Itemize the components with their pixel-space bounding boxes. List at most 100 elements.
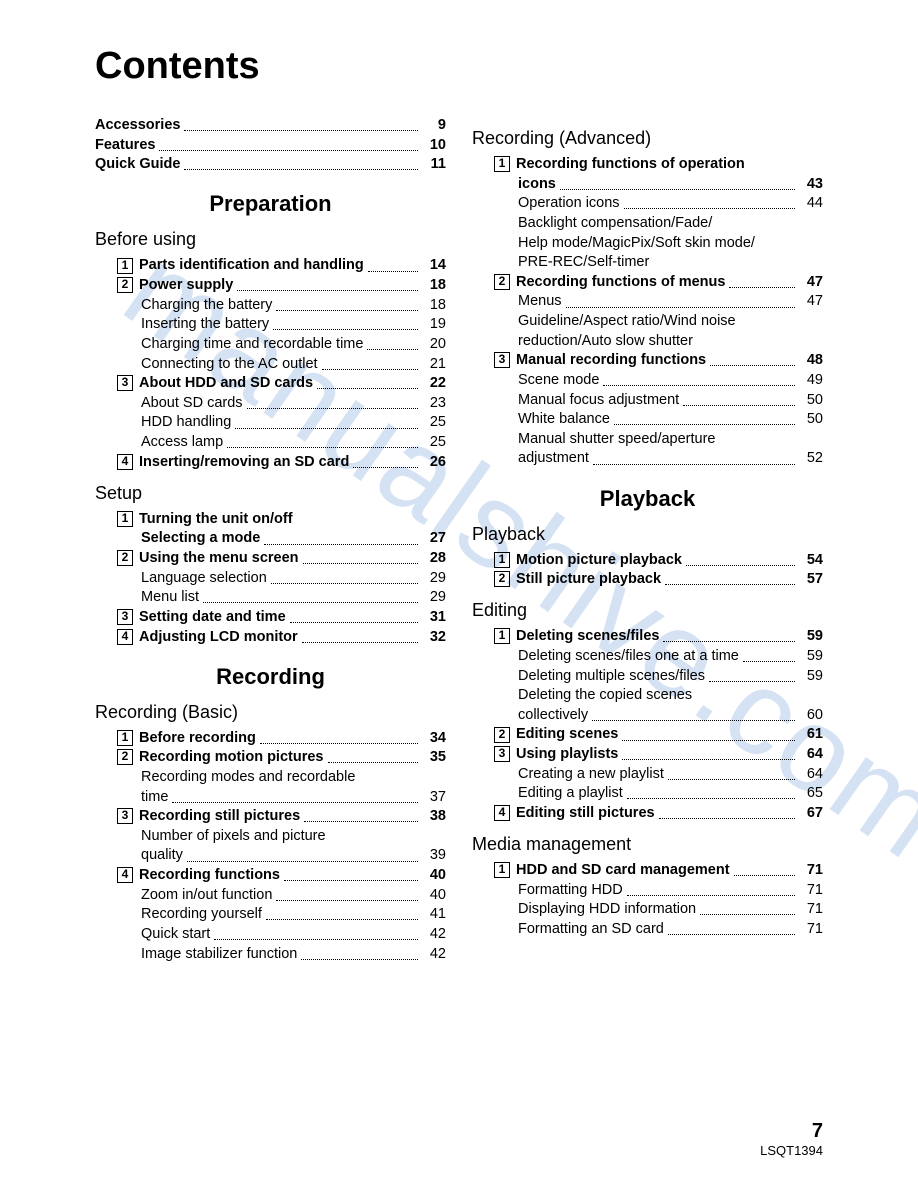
toc-entry: 2Editing scenes61 xyxy=(472,725,823,743)
leader-dots xyxy=(273,329,418,330)
entry-label: Scene mode xyxy=(518,371,599,389)
entry-page: 54 xyxy=(799,551,823,569)
toc-entry: Quick Guide11 xyxy=(95,155,446,173)
entry-label: White balance xyxy=(518,410,610,428)
leader-dots xyxy=(214,939,418,940)
leader-dots xyxy=(627,895,795,896)
entry-number-box: 2 xyxy=(494,727,510,743)
leader-dots xyxy=(624,208,795,209)
entry-page: 52 xyxy=(799,449,823,467)
entry-label: Deleting the copied scenes xyxy=(518,686,692,704)
leader-dots xyxy=(614,424,795,425)
toc-entry: About SD cards23 xyxy=(95,394,446,412)
section-heading: Recording (Basic) xyxy=(95,702,446,723)
entry-label: Parts identification and handling xyxy=(139,256,364,274)
leader-dots xyxy=(622,759,795,760)
toc-entry: 4Adjusting LCD monitor32 xyxy=(95,628,446,646)
entry-label: Access lamp xyxy=(141,433,223,451)
page-title: Contents xyxy=(95,45,823,88)
leader-dots xyxy=(686,565,795,566)
toc-entry: 1HDD and SD card management71 xyxy=(472,861,823,879)
entry-label: Help mode/MagicPix/Soft skin mode/ xyxy=(518,234,755,252)
toc-entry: Formatting HDD71 xyxy=(472,881,823,899)
toc-entry: adjustment 52 xyxy=(472,449,823,467)
toc-entry: Image stabilizer function42 xyxy=(95,945,446,963)
entry-label: Charging time and recordable time xyxy=(141,335,363,353)
leader-dots xyxy=(159,150,418,151)
toc-entry: 2Using the menu screen28 xyxy=(95,549,446,567)
entry-label: Quick Guide xyxy=(95,155,180,173)
entry-label: Quick start xyxy=(141,925,210,943)
leader-dots xyxy=(276,900,418,901)
toc-entry: Features10 xyxy=(95,136,446,154)
toc-entry: 2Recording motion pictures35 xyxy=(95,748,446,766)
entry-label: Displaying HDD information xyxy=(518,900,696,918)
entry-label: Language selection xyxy=(141,569,267,587)
toc-entry: Menu list29 xyxy=(95,588,446,606)
leader-dots xyxy=(184,130,418,131)
toc-entry: 3Manual recording functions48 xyxy=(472,351,823,369)
entry-page: 28 xyxy=(422,549,446,567)
toc-entry: Language selection29 xyxy=(95,569,446,587)
entry-number-box: 2 xyxy=(494,274,510,290)
entry-page: 18 xyxy=(422,296,446,314)
columns-wrapper: Accessories9Features10Quick Guide11Prepa… xyxy=(95,116,823,964)
entry-page: 19 xyxy=(422,315,446,333)
entry-label: adjustment xyxy=(518,449,589,467)
toc-entry: Menus47 xyxy=(472,292,823,310)
entry-page: 67 xyxy=(799,804,823,822)
entry-label: Inserting/removing an SD card xyxy=(139,453,349,471)
entry-number-box: 2 xyxy=(117,550,133,566)
entry-number-box: 1 xyxy=(117,258,133,274)
leader-dots xyxy=(700,914,795,915)
entry-label: Guideline/Aspect ratio/Wind noise xyxy=(518,312,736,330)
leader-dots xyxy=(227,447,418,448)
entry-number-box: 3 xyxy=(117,375,133,391)
entry-number-box: 2 xyxy=(117,277,133,293)
entry-number-box: 4 xyxy=(117,454,133,470)
entry-label: Deleting multiple scenes/files xyxy=(518,667,705,685)
toc-entry: 1Motion picture playback54 xyxy=(472,551,823,569)
entry-page: 71 xyxy=(799,900,823,918)
entry-label: Manual focus adjustment xyxy=(518,391,679,409)
toc-entry: HDD handling25 xyxy=(95,413,446,431)
toc-entry: Recording modes and recordable xyxy=(95,768,446,786)
entry-number-box: 3 xyxy=(117,609,133,625)
entry-page: 37 xyxy=(422,788,446,806)
toc-entry: White balance50 xyxy=(472,410,823,428)
entry-page: 59 xyxy=(799,667,823,685)
entry-label: Charging the battery xyxy=(141,296,272,314)
toc-entry: Help mode/MagicPix/Soft skin mode/ xyxy=(472,234,823,252)
entry-label: Recording functions of menus xyxy=(516,273,725,291)
entry-label: Backlight compensation/Fade/ xyxy=(518,214,712,232)
entry-label: Power supply xyxy=(139,276,233,294)
entry-page: 38 xyxy=(422,807,446,825)
toc-entry: 2Still picture playback57 xyxy=(472,570,823,588)
entry-page: 35 xyxy=(422,748,446,766)
toc-entry: 3About HDD and SD cards22 xyxy=(95,374,446,392)
entry-page: 25 xyxy=(422,433,446,451)
toc-entry: collectively60 xyxy=(472,706,823,724)
entry-page: 49 xyxy=(799,371,823,389)
leader-dots xyxy=(710,365,795,366)
entry-label: Setting date and time xyxy=(139,608,286,626)
toc-entry: Manual shutter speed/aperture xyxy=(472,430,823,448)
entry-page: 25 xyxy=(422,413,446,431)
leader-dots xyxy=(317,388,418,389)
entry-label: Menus xyxy=(518,292,562,310)
leader-dots xyxy=(734,875,795,876)
entry-page: 39 xyxy=(422,846,446,864)
section-heading: Recording (Advanced) xyxy=(472,128,823,149)
entry-label: Selecting a mode xyxy=(141,529,260,547)
entry-label: Turning the unit on/off xyxy=(139,510,293,528)
toc-entry: Scene mode 49 xyxy=(472,371,823,389)
entry-label: collectively xyxy=(518,706,588,724)
entry-page: 14 xyxy=(422,256,446,274)
toc-entry: Deleting scenes/files one at a time59 xyxy=(472,647,823,665)
entry-page: 42 xyxy=(422,945,446,963)
entry-label: Operation icons xyxy=(518,194,620,212)
leader-dots xyxy=(187,861,418,862)
leader-dots xyxy=(302,642,418,643)
entry-label: Manual recording functions xyxy=(516,351,706,369)
leader-dots xyxy=(237,290,418,291)
